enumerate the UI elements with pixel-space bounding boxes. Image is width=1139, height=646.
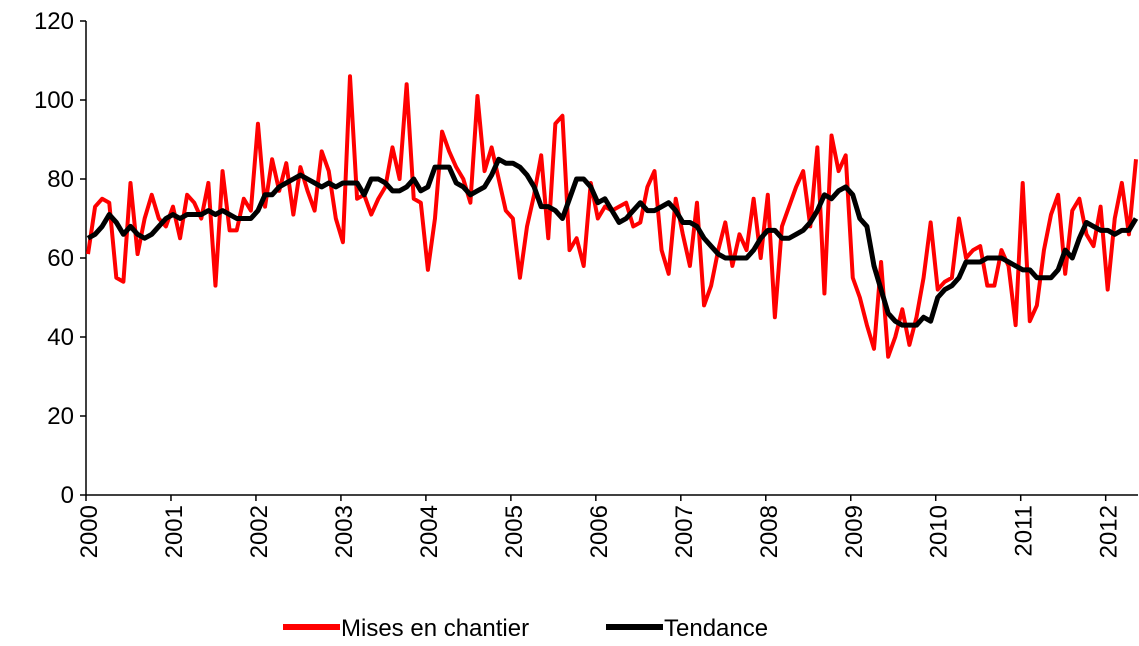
y-tick-label: 40	[47, 324, 74, 351]
x-tick-label: 2007	[671, 505, 698, 558]
x-tick-label: 2009	[841, 505, 868, 558]
y-tick-label: 60	[47, 245, 74, 272]
legend-label: Mises en chantier	[341, 615, 529, 641]
x-tick-label: 2010	[926, 505, 953, 558]
y-tick-label: 120	[34, 8, 74, 35]
x-tick-label: 2004	[416, 505, 443, 558]
x-tick-label: 2011	[1011, 505, 1038, 557]
x-tick-label: 2008	[756, 505, 783, 558]
x-tick-label: 2005	[501, 505, 528, 558]
y-tick-label: 100	[34, 87, 74, 114]
x-tick-label: 2012	[1096, 505, 1123, 558]
y-tick-label: 0	[61, 482, 74, 509]
x-tick-label: 2006	[586, 505, 613, 558]
x-tick-label: 2000	[76, 505, 103, 558]
x-tick-label: 2002	[246, 505, 273, 558]
x-tick-label: 2001	[161, 505, 188, 558]
x-tick-label: 2003	[331, 505, 358, 558]
series-line	[86, 156, 1139, 328]
legend-label: Tendance	[664, 615, 768, 641]
y-tick-label: 20	[47, 403, 74, 430]
y-tick-label: 80	[47, 166, 74, 193]
